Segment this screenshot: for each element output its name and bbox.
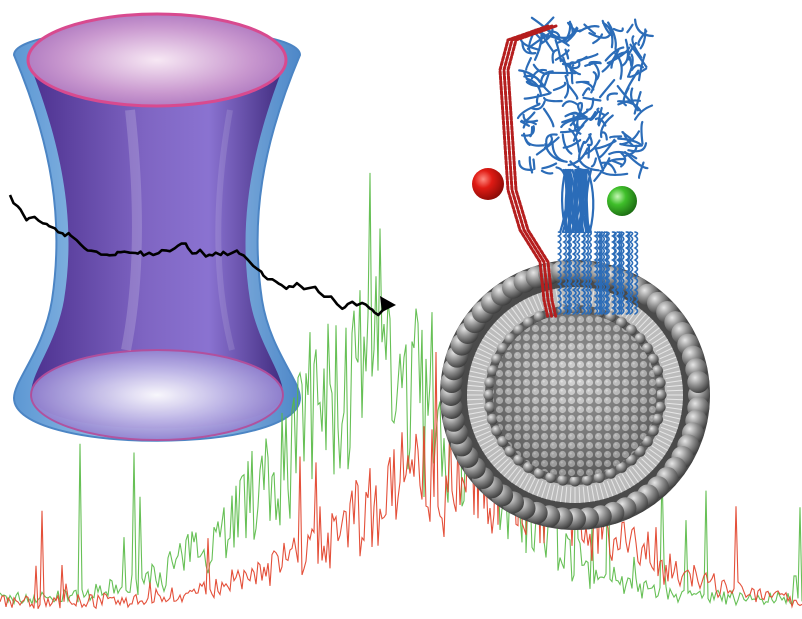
diffusion-trajectory bbox=[8, 194, 396, 317]
donor-bead bbox=[472, 168, 504, 200]
arrowhead-icon bbox=[380, 296, 396, 312]
acceptor-bead bbox=[607, 186, 637, 216]
red-fluorescence-trace bbox=[0, 351, 802, 610]
lipid-vesicle bbox=[440, 260, 710, 530]
protein-complex bbox=[498, 16, 654, 320]
confocal-focal-volume bbox=[12, 12, 302, 442]
green-fluorescence-trace bbox=[0, 172, 802, 607]
fluorescence-traces bbox=[0, 172, 802, 610]
